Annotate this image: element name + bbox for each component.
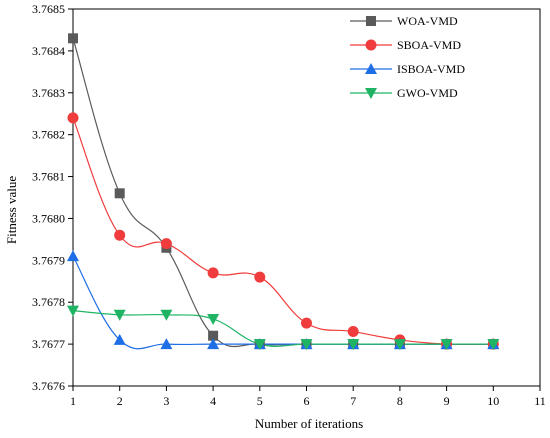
y-tick-label: 3.7676	[32, 379, 65, 393]
series-markers	[67, 33, 500, 351]
data-point-gwo-vmd	[160, 309, 173, 321]
data-point-isboa-vmd	[67, 250, 79, 262]
series-line-sboa-vmd	[72, 117, 494, 346]
y-tick-label: 3.7685	[32, 2, 65, 16]
x-tick-label: 2	[117, 394, 123, 408]
legend-label-sboa-vmd: SBOA-VMD	[397, 38, 461, 52]
data-point-gwo-vmd	[393, 339, 406, 351]
legend-marker-sboa-vmd	[365, 39, 377, 51]
y-tick-label: 3.7682	[32, 128, 65, 142]
x-tick-label: 7	[350, 394, 356, 408]
data-point-gwo-vmd	[487, 339, 500, 351]
data-point-gwo-vmd	[67, 305, 79, 317]
legend-marker-isboa-vmd	[365, 63, 377, 74]
data-point-sboa-vmd	[207, 267, 219, 279]
series-line-isboa-vmd	[72, 255, 494, 350]
data-point-woa-vmd	[114, 188, 125, 199]
y-tick-label: 3.7684	[32, 44, 65, 58]
data-point-gwo-vmd	[253, 339, 266, 351]
legend-label-isboa-vmd: ISBOA-VMD	[397, 62, 465, 76]
data-point-gwo-vmd	[207, 313, 220, 325]
series-lines	[72, 38, 494, 350]
data-point-woa-vmd	[68, 33, 78, 44]
legend-label-woa-vmd: WOA-VMD	[397, 14, 458, 28]
data-point-isboa-vmd	[113, 333, 126, 345]
data-point-gwo-vmd	[300, 339, 313, 351]
series-line-gwo-vmd	[72, 310, 494, 347]
x-tick-label: 4	[210, 394, 216, 408]
data-point-sboa-vmd	[347, 326, 359, 338]
data-point-isboa-vmd	[160, 338, 173, 350]
legend-marker-woa-vmd	[366, 16, 376, 26]
x-tick-label: 9	[444, 394, 450, 408]
y-tick-label: 3.7679	[32, 253, 65, 267]
y-tick-label: 3.7683	[32, 86, 65, 100]
x-tick-label: 10	[487, 394, 499, 408]
data-point-gwo-vmd	[440, 339, 453, 351]
data-point-gwo-vmd	[347, 339, 360, 351]
axes: 1 2 3 4 5 6 7 8 9 10 11 3.7676 3.7677 3.7678 3.7679 3.7…	[32, 2, 546, 408]
y-tick-label: 3.7681	[32, 170, 65, 184]
data-point-sboa-vmd	[301, 317, 312, 329]
y-axis-title: Fitness value	[4, 176, 19, 244]
plot-frame	[72, 8, 541, 387]
data-point-sboa-vmd	[67, 112, 79, 124]
x-tick-label: 5	[257, 394, 263, 408]
data-point-gwo-vmd	[113, 309, 126, 321]
data-point-sboa-vmd	[254, 271, 266, 283]
x-tick-label: 6	[304, 394, 310, 408]
data-point-sboa-vmd	[160, 238, 172, 250]
data-point-sboa-vmd	[114, 229, 126, 241]
y-tick-label: 3.7677	[32, 337, 65, 351]
y-tick-label: 3.7678	[32, 295, 65, 309]
legend-marker-gwo-vmd	[365, 88, 377, 99]
x-axis-title: Number of iterations	[255, 416, 363, 431]
data-point-woa-vmd	[208, 330, 219, 341]
x-tick-label: 11	[534, 394, 546, 408]
legend: WOA-VMD SBOA-VMD ISBOA-VMD GWO-VMD	[350, 14, 465, 100]
x-tick-label: 8	[397, 394, 403, 408]
x-tick-label: 1	[70, 394, 76, 408]
x-tick-label: 3	[163, 394, 169, 408]
legend-label-gwo-vmd: GWO-VMD	[397, 86, 458, 100]
data-point-isboa-vmd	[207, 338, 220, 350]
y-tick-label: 3.7680	[32, 211, 65, 225]
